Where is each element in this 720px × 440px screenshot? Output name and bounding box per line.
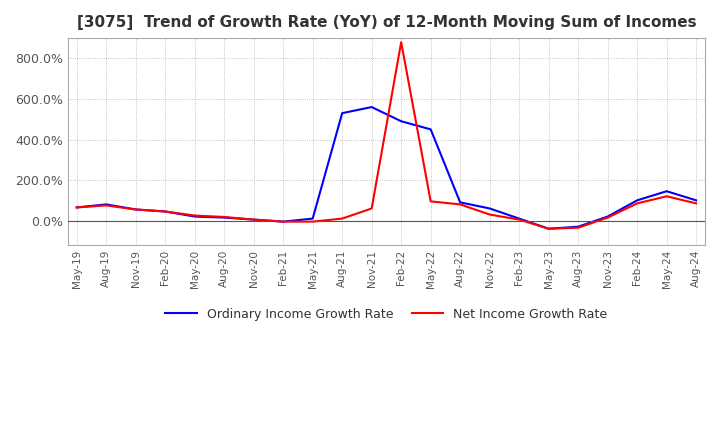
- Net Income Growth Rate: [574, 225, 582, 231]
- Ordinary Income Growth Rate: [397, 119, 405, 124]
- Net Income Growth Rate: [338, 216, 346, 221]
- Net Income Growth Rate: [308, 219, 317, 224]
- Net Income Growth Rate: [456, 202, 464, 207]
- Net Income Growth Rate: [692, 201, 701, 206]
- Ordinary Income Growth Rate: [279, 219, 287, 224]
- Ordinary Income Growth Rate: [426, 127, 435, 132]
- Ordinary Income Growth Rate: [367, 104, 376, 110]
- Net Income Growth Rate: [102, 203, 111, 208]
- Net Income Growth Rate: [603, 215, 612, 220]
- Ordinary Income Growth Rate: [692, 198, 701, 203]
- Ordinary Income Growth Rate: [662, 189, 671, 194]
- Ordinary Income Growth Rate: [485, 206, 494, 211]
- Net Income Growth Rate: [190, 213, 199, 218]
- Ordinary Income Growth Rate: [220, 215, 228, 220]
- Ordinary Income Growth Rate: [338, 110, 346, 116]
- Net Income Growth Rate: [279, 219, 287, 224]
- Net Income Growth Rate: [544, 226, 553, 231]
- Ordinary Income Growth Rate: [574, 224, 582, 229]
- Net Income Growth Rate: [131, 207, 140, 212]
- Net Income Growth Rate: [397, 40, 405, 45]
- Net Income Growth Rate: [633, 201, 642, 206]
- Ordinary Income Growth Rate: [515, 216, 523, 221]
- Legend: Ordinary Income Growth Rate, Net Income Growth Rate: Ordinary Income Growth Rate, Net Income …: [161, 303, 613, 326]
- Ordinary Income Growth Rate: [131, 207, 140, 212]
- Ordinary Income Growth Rate: [73, 205, 81, 210]
- Ordinary Income Growth Rate: [603, 214, 612, 219]
- Net Income Growth Rate: [515, 217, 523, 222]
- Net Income Growth Rate: [367, 206, 376, 211]
- Ordinary Income Growth Rate: [308, 216, 317, 221]
- Net Income Growth Rate: [220, 214, 228, 220]
- Ordinary Income Growth Rate: [190, 214, 199, 219]
- Net Income Growth Rate: [662, 194, 671, 199]
- Ordinary Income Growth Rate: [456, 200, 464, 205]
- Net Income Growth Rate: [426, 199, 435, 204]
- Net Income Growth Rate: [161, 209, 169, 214]
- Line: Ordinary Income Growth Rate: Ordinary Income Growth Rate: [77, 107, 696, 229]
- Ordinary Income Growth Rate: [161, 209, 169, 214]
- Ordinary Income Growth Rate: [544, 226, 553, 231]
- Ordinary Income Growth Rate: [102, 202, 111, 207]
- Ordinary Income Growth Rate: [633, 198, 642, 203]
- Net Income Growth Rate: [485, 212, 494, 217]
- Net Income Growth Rate: [73, 205, 81, 210]
- Ordinary Income Growth Rate: [249, 217, 258, 222]
- Line: Net Income Growth Rate: Net Income Growth Rate: [77, 42, 696, 229]
- Title: [3075]  Trend of Growth Rate (YoY) of 12-Month Moving Sum of Incomes: [3075] Trend of Growth Rate (YoY) of 12-…: [76, 15, 696, 30]
- Net Income Growth Rate: [249, 217, 258, 222]
